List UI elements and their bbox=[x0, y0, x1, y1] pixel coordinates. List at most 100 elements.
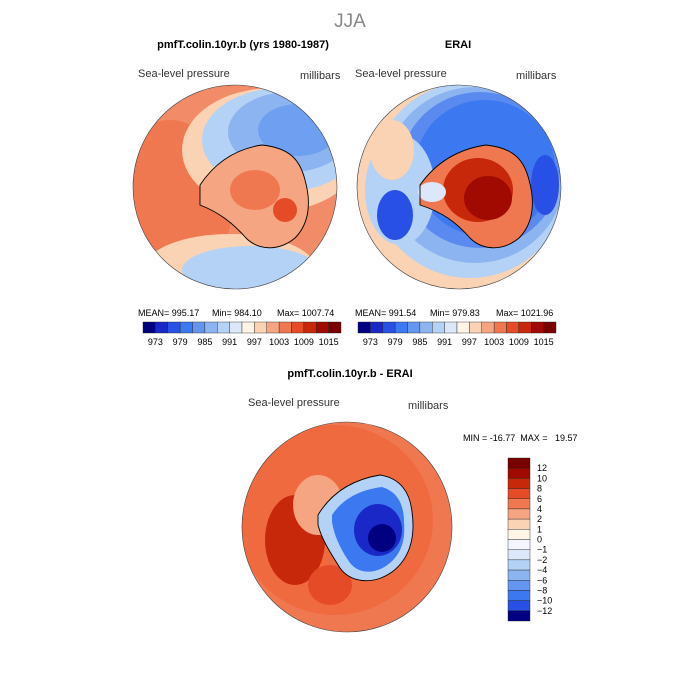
colorbar-tick-label: −6 bbox=[537, 575, 547, 585]
colorbar-tick-label: 985 bbox=[412, 337, 427, 347]
difference-panel: pmfT.colin.10yr.b - ERAI Sea-level press… bbox=[241, 368, 578, 633]
colorbar-swatch bbox=[531, 321, 544, 334]
colorbar-tick-label: −10 bbox=[537, 596, 552, 606]
colorbar-tick-label: 1015 bbox=[534, 337, 554, 347]
colorbar-swatch bbox=[432, 321, 445, 334]
colorbar-swatch bbox=[217, 321, 230, 334]
colorbar-swatch bbox=[507, 590, 531, 601]
model-panel: pmfT.colin.10yr.b (yrs 1980-1987) Sea-le… bbox=[132, 39, 342, 347]
colorbar-swatch bbox=[142, 321, 156, 334]
colorbar-tick-label: 12 bbox=[537, 463, 547, 473]
colorbar-swatch bbox=[493, 321, 507, 334]
colorbar-tick-label: 985 bbox=[197, 337, 212, 347]
colorbar-tick-label: 2 bbox=[537, 514, 542, 524]
colorbar-tick-label: 1003 bbox=[484, 337, 504, 347]
colorbar-swatch bbox=[192, 321, 206, 334]
colorbar-swatch bbox=[328, 321, 342, 334]
erai-map-border bbox=[356, 84, 562, 290]
colorbar-tick-label: −12 bbox=[537, 606, 552, 616]
colorbar-tick-label: 1009 bbox=[509, 337, 529, 347]
colorbar-tick-label: −2 bbox=[537, 555, 547, 565]
colorbar-swatch bbox=[507, 610, 531, 622]
erai-panel: ERAI Sea-level pressure millibars MEAN= … bbox=[355, 39, 562, 347]
colorbar-tick-label: 973 bbox=[363, 337, 378, 347]
erai-map bbox=[357, 85, 561, 289]
colorbar-swatch bbox=[303, 321, 317, 334]
difference-panel-title: pmfT.colin.10yr.b - ERAI bbox=[287, 368, 412, 380]
colorbar-swatch bbox=[518, 321, 532, 334]
colorbar-swatch bbox=[254, 321, 267, 334]
colorbar-swatch bbox=[316, 321, 329, 334]
model-units-label: millibars bbox=[300, 70, 341, 82]
erai-panel-title: ERAI bbox=[445, 39, 471, 51]
colorbar-tick-label: −4 bbox=[537, 565, 547, 575]
colorbar-swatch bbox=[357, 321, 371, 334]
colorbar-swatch bbox=[419, 321, 433, 334]
colorbar-tick-label: 4 bbox=[537, 504, 542, 514]
erai-colorbar: 973 979 985 991 997 1003 1009 1015 bbox=[357, 321, 557, 347]
colorbar-swatch bbox=[507, 488, 531, 499]
colorbar-tick-label: 997 bbox=[462, 337, 477, 347]
colorbar-swatch bbox=[507, 467, 531, 479]
colorbar-swatch bbox=[407, 321, 421, 334]
difference-field-label: Sea-level pressure bbox=[248, 397, 340, 409]
colorbar-swatch bbox=[481, 321, 495, 334]
difference-units-label: millibars bbox=[408, 400, 449, 412]
model-map-border bbox=[132, 84, 338, 290]
colorbar-swatch bbox=[507, 498, 531, 510]
colorbar-tick-label: −8 bbox=[537, 585, 547, 595]
erai-field-label: Sea-level pressure bbox=[355, 68, 447, 80]
colorbar-tick-label: 1003 bbox=[269, 337, 289, 347]
model-colorbar: 973 979 985 991 997 1003 1009 1015 bbox=[142, 321, 342, 347]
colorbar-swatch bbox=[507, 539, 531, 550]
colorbar-swatch bbox=[204, 321, 218, 334]
colorbar-swatch bbox=[456, 321, 470, 334]
colorbar-swatch bbox=[179, 321, 193, 334]
colorbar-swatch bbox=[278, 321, 292, 334]
colorbar-tick-label: 991 bbox=[222, 337, 237, 347]
colorbar-tick-label: 973 bbox=[148, 337, 163, 347]
colorbar-swatch bbox=[507, 457, 531, 469]
page-title: JJA bbox=[334, 11, 366, 32]
colorbar-tick-label: 8 bbox=[537, 484, 542, 494]
colorbar-swatch bbox=[506, 321, 520, 334]
colorbar-swatch bbox=[167, 321, 181, 334]
colorbar-tick-label: 991 bbox=[437, 337, 452, 347]
colorbar-tick-label: 0 bbox=[537, 535, 542, 545]
colorbar-tick-label: 1009 bbox=[294, 337, 314, 347]
difference-minmax: MIN = -16.77 MAX = 19.57 bbox=[463, 433, 578, 443]
colorbar-swatch bbox=[469, 321, 482, 334]
model-field-label: Sea-level pressure bbox=[138, 68, 230, 80]
colorbar-tick-label: 6 bbox=[537, 494, 542, 504]
colorbar-swatch bbox=[291, 321, 305, 334]
colorbar-swatch bbox=[370, 321, 383, 334]
erai-max: Max= 1021.96 bbox=[496, 308, 553, 318]
colorbar-swatch bbox=[229, 321, 243, 334]
colorbar-swatch bbox=[241, 321, 255, 334]
colorbar-swatch bbox=[543, 321, 557, 334]
colorbar-tick-label: 979 bbox=[173, 337, 188, 347]
erai-mean: MEAN= 991.54 bbox=[355, 308, 416, 318]
colorbar-swatch bbox=[382, 321, 396, 334]
colorbar-swatch bbox=[507, 580, 531, 591]
erai-min: Min= 979.83 bbox=[430, 308, 480, 318]
colorbar-swatch bbox=[507, 478, 531, 489]
erai-units-label: millibars bbox=[516, 70, 557, 82]
model-map bbox=[133, 85, 337, 289]
colorbar-tick-label: 997 bbox=[247, 337, 262, 347]
colorbar-tick-label: −1 bbox=[537, 545, 547, 555]
model-min: Min= 984.10 bbox=[212, 308, 262, 318]
colorbar-swatch bbox=[507, 518, 531, 530]
model-max: Max= 1007.74 bbox=[277, 308, 334, 318]
colorbar-swatch bbox=[394, 321, 408, 334]
colorbar-swatch bbox=[507, 569, 531, 581]
colorbar-swatch bbox=[507, 529, 531, 540]
colorbar-swatch bbox=[507, 549, 531, 561]
colorbar-swatch bbox=[266, 321, 280, 334]
colorbar-tick-label: 1 bbox=[537, 524, 542, 534]
colorbar-tick-label: 979 bbox=[388, 337, 403, 347]
colorbar-swatch bbox=[155, 321, 168, 334]
colorbar-swatch bbox=[507, 559, 531, 571]
